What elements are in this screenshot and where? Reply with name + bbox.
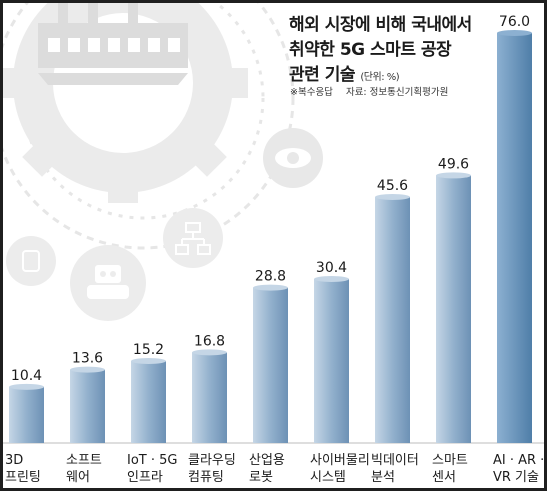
bar-top bbox=[192, 349, 227, 356]
bar bbox=[9, 386, 44, 443]
bar bbox=[70, 369, 105, 443]
bar bbox=[436, 175, 471, 443]
category-label: 클라우딩 bbox=[188, 453, 236, 468]
network-icon bbox=[163, 208, 223, 268]
category-label: 3D bbox=[5, 453, 23, 468]
bar-top bbox=[70, 366, 105, 373]
category-label: AI · AR · bbox=[493, 453, 544, 468]
multiple-response-note: ※복수응답 bbox=[290, 87, 333, 98]
value-label: 28.8 bbox=[255, 269, 286, 285]
value-label: 30.4 bbox=[316, 260, 347, 276]
value-label: 16.8 bbox=[194, 333, 225, 349]
category-label: 로봇 bbox=[249, 470, 273, 485]
chart-title-line-1: 해외 시장에 비해 국내에서 bbox=[289, 15, 472, 35]
chart-title-line-2: 취약한 5G 스마트 공장 bbox=[289, 40, 452, 60]
category-label: IoT · 5G bbox=[127, 453, 177, 468]
category-label: 시스템 bbox=[310, 470, 346, 485]
bar-top bbox=[314, 276, 349, 282]
category-label: 분석 bbox=[371, 470, 395, 485]
bar-top bbox=[9, 383, 44, 390]
eye-icon bbox=[263, 128, 323, 188]
chart-title-text-3: 관련 기술 bbox=[289, 65, 355, 85]
category-label: 빅데이터 bbox=[371, 453, 419, 468]
bar bbox=[314, 279, 349, 443]
bar bbox=[497, 33, 532, 443]
value-label: 76.0 bbox=[499, 14, 530, 30]
value-label: 45.6 bbox=[377, 178, 408, 194]
bar-top bbox=[131, 358, 166, 364]
category-label: 소프트 bbox=[66, 453, 102, 468]
source-note: 자료: 정보통신기획평가원 bbox=[345, 87, 449, 98]
background-illustration bbox=[3, 3, 323, 321]
category-label: 인프라 bbox=[127, 470, 163, 485]
robot-icon bbox=[70, 245, 146, 321]
value-label: 15.2 bbox=[133, 342, 164, 358]
bar-top bbox=[253, 284, 288, 291]
category-label: 프린팅 bbox=[5, 470, 41, 485]
bar bbox=[253, 287, 288, 443]
category-label: VR 기술 bbox=[493, 470, 539, 485]
bar-top bbox=[375, 194, 410, 200]
smartwatch-icon bbox=[6, 236, 56, 286]
factory-windows bbox=[48, 38, 180, 52]
unit-label: (단위: %) bbox=[360, 72, 400, 83]
category-label: 컴퓨팅 bbox=[188, 470, 224, 485]
value-label: 49.6 bbox=[438, 156, 469, 172]
value-label: 10.4 bbox=[11, 368, 42, 384]
chart-title-line-3: 관련 기술 (단위: %) bbox=[289, 60, 400, 85]
value-label: 13.6 bbox=[72, 351, 103, 367]
bar bbox=[375, 197, 410, 443]
category-label: 센서 bbox=[432, 470, 456, 485]
source-notes: ※복수응답 자료: 정보통신기획평가원 bbox=[290, 84, 448, 98]
bar-top bbox=[436, 172, 471, 179]
category-label: 사이버물리 bbox=[310, 453, 370, 468]
category-label: 산업용 bbox=[249, 453, 285, 468]
category-label: 웨어 bbox=[66, 470, 90, 485]
category-label: 스마트 bbox=[432, 453, 468, 468]
bar-top bbox=[497, 30, 532, 36]
bar bbox=[131, 361, 166, 443]
bar bbox=[192, 352, 227, 443]
